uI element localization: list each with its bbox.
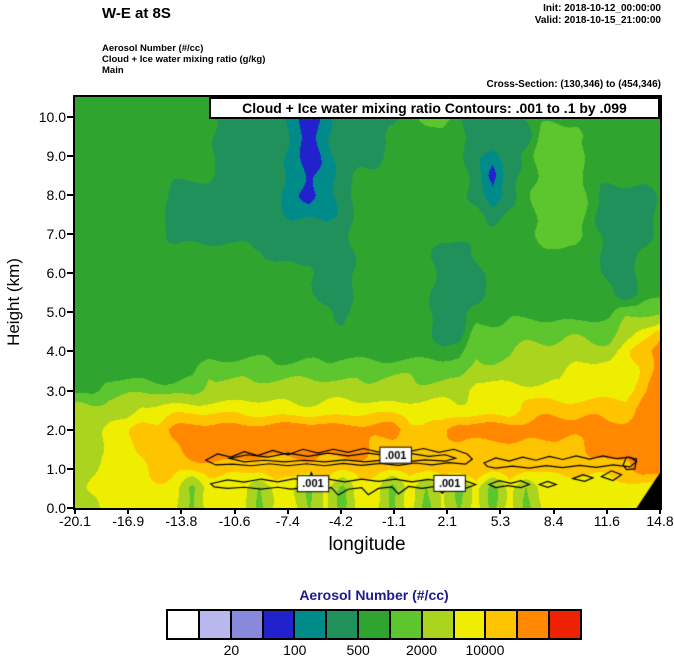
field-list: Aerosol Number (#/cc) Cloud + Ice water … bbox=[102, 43, 265, 76]
y-tick-label: 2.0 bbox=[46, 421, 66, 438]
y-tick-label: 5.0 bbox=[46, 304, 66, 321]
x-tick-label: 2.1 bbox=[437, 513, 457, 529]
colorbar bbox=[166, 609, 582, 640]
y-tick-label: 4.0 bbox=[46, 343, 66, 360]
x-tick-label: -4.2 bbox=[328, 513, 353, 529]
field-cloud-ice-ratio: Cloud + Ice water mixing ratio (g/kg) bbox=[102, 54, 266, 65]
x-tick-label: 8.4 bbox=[543, 513, 564, 529]
y-tick-label: 6.0 bbox=[46, 265, 66, 282]
y-tick-label: 7.0 bbox=[46, 226, 66, 242]
x-tick-label: -13.8 bbox=[165, 513, 198, 529]
x-tick-label: -20.1 bbox=[59, 513, 91, 529]
colorbar-tick-label: 20 bbox=[223, 642, 240, 658]
colorbar-title: Aerosol Number (#/cc) bbox=[299, 587, 449, 603]
init-valid-block: Init: 2018-10-12_00:00:00 Valid: 2018-10… bbox=[535, 3, 661, 27]
y-tick-label: 9.0 bbox=[46, 147, 66, 164]
colorbar-tick-label: 100 bbox=[283, 642, 307, 658]
init-time: Init: 2018-10-12_00:00:00 bbox=[543, 3, 661, 14]
y-tick-label: 1.0 bbox=[46, 460, 66, 477]
colorbar-cell bbox=[548, 611, 580, 638]
heatmap-canvas bbox=[75, 97, 660, 508]
page-title: W-E at 8S bbox=[102, 5, 171, 22]
colorbar-cell bbox=[293, 611, 326, 638]
x-axis-title: longitude bbox=[328, 534, 406, 555]
colorbar-cell bbox=[388, 611, 421, 638]
contour-info-banner: Cloud + Ice water mixing ratio Contours:… bbox=[209, 97, 660, 119]
x-tick-label: -1.1 bbox=[382, 513, 407, 529]
colorbar-cell bbox=[229, 611, 262, 638]
colorbar-cell bbox=[484, 611, 517, 638]
field-aerosol-number: Aerosol Number (#/cc) bbox=[102, 43, 204, 54]
field-domain: Main bbox=[102, 65, 124, 76]
y-axis-title: Height (km) bbox=[4, 258, 23, 346]
colorbar-tick-label: 2000 bbox=[405, 642, 438, 658]
colorbar-cell bbox=[357, 611, 389, 638]
colorbar-cell bbox=[261, 611, 294, 638]
x-tick-label: -10.6 bbox=[218, 513, 251, 529]
x-tick-label: 5.3 bbox=[490, 513, 511, 529]
y-tick-label: 10.0 bbox=[38, 108, 66, 125]
x-tick-label: -16.9 bbox=[112, 513, 145, 529]
colorbar-cell bbox=[325, 611, 358, 638]
cross-section-note: Cross-Section: (130,346) to (454,346) bbox=[486, 79, 661, 90]
y-tick-label: 8.0 bbox=[46, 186, 66, 203]
colorbar-cell bbox=[420, 611, 453, 638]
colorbar-cell bbox=[516, 611, 549, 638]
x-tick-label: 14.8 bbox=[646, 513, 674, 529]
colorbar-cell bbox=[452, 611, 485, 638]
colorbar-cell bbox=[197, 611, 230, 638]
valid-time: Valid: 2018-10-15_21:00:00 bbox=[534, 15, 661, 26]
colorbar-tick-label: 500 bbox=[346, 642, 370, 658]
y-tick-label: 3.0 bbox=[46, 382, 66, 399]
plot-area: Cloud + Ice water mixing ratio Contours:… bbox=[73, 95, 662, 510]
y-tick-label: 0.0 bbox=[46, 500, 66, 516]
colorbar-cell bbox=[168, 611, 198, 638]
x-tick-label: -7.4 bbox=[275, 513, 300, 529]
x-tick-label: 11.6 bbox=[593, 513, 620, 529]
colorbar-tick-label: 10000 bbox=[465, 642, 505, 658]
